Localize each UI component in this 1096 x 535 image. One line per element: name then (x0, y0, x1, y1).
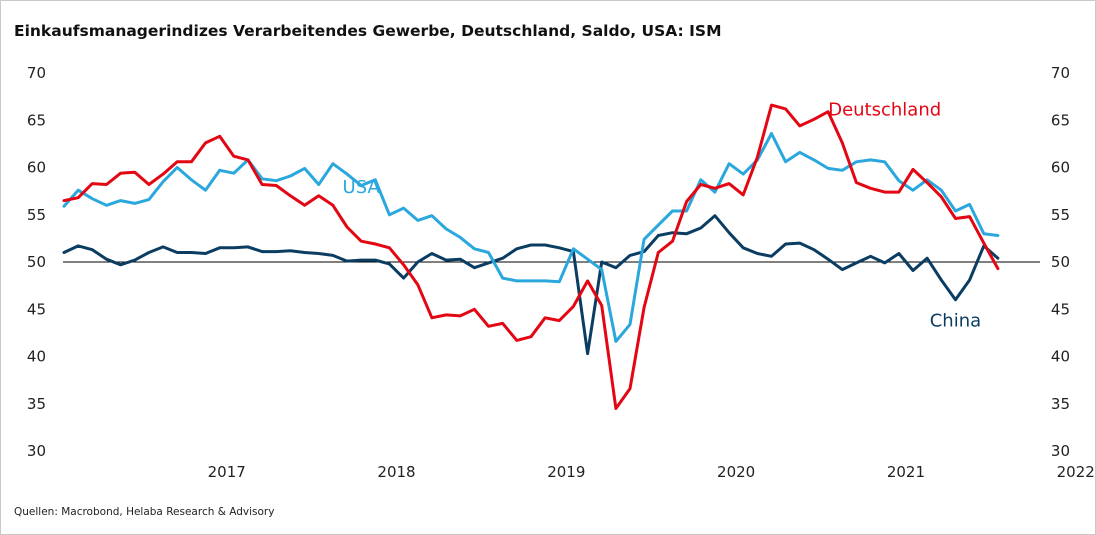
series-group (62, 103, 1000, 410)
y-tick-left-55: 55 (27, 206, 46, 224)
y-axis-left: 70 65 60 55 50 45 40 35 30 (27, 64, 46, 460)
y-tick-left-40: 40 (27, 348, 46, 366)
x-tick-2022: 2022 (1057, 463, 1095, 481)
x-tick-2018: 2018 (377, 463, 415, 481)
y-tick-right-35: 35 (1051, 395, 1070, 413)
y-tick-right-65: 65 (1051, 111, 1070, 129)
y-tick-left-70: 70 (27, 64, 46, 82)
y-tick-right-40: 40 (1051, 348, 1070, 366)
source-note: Quellen: Macrobond, Helaba Research & Ad… (14, 506, 275, 518)
y-tick-left-50: 50 (27, 253, 46, 271)
y-tick-right-45: 45 (1051, 300, 1070, 318)
series-label-china: China (930, 310, 981, 331)
y-tick-left-30: 30 (27, 442, 46, 460)
y-tick-left-65: 65 (27, 111, 46, 129)
series-label-deutschland: Deutschland (828, 100, 941, 121)
y-tick-left-35: 35 (27, 395, 46, 413)
series-line-usa (62, 132, 1000, 343)
y-tick-left-60: 60 (27, 159, 46, 177)
y-tick-right-70: 70 (1051, 64, 1070, 82)
y-axis-right: 70 65 60 55 50 45 40 35 30 (1051, 64, 1070, 460)
x-tick-2021: 2021 (887, 463, 925, 481)
series-line-china (62, 214, 1000, 356)
series-labels: Deutschland USA China (343, 100, 982, 332)
y-tick-right-30: 30 (1051, 442, 1070, 460)
series-line-deutschland (62, 103, 1000, 410)
y-tick-right-50: 50 (1051, 253, 1070, 271)
x-tick-2017: 2017 (208, 463, 246, 481)
series-label-usa: USA (343, 177, 381, 198)
chart-title: Einkaufsmanagerindizes Verarbeitendes Ge… (14, 22, 722, 40)
x-tick-2019: 2019 (547, 463, 585, 481)
x-axis: 2017 2018 2019 2020 2021 2022 (208, 463, 1095, 481)
y-tick-right-55: 55 (1051, 206, 1070, 224)
y-tick-right-60: 60 (1051, 159, 1070, 177)
y-tick-left-45: 45 (27, 300, 46, 318)
x-tick-2020: 2020 (717, 463, 755, 481)
